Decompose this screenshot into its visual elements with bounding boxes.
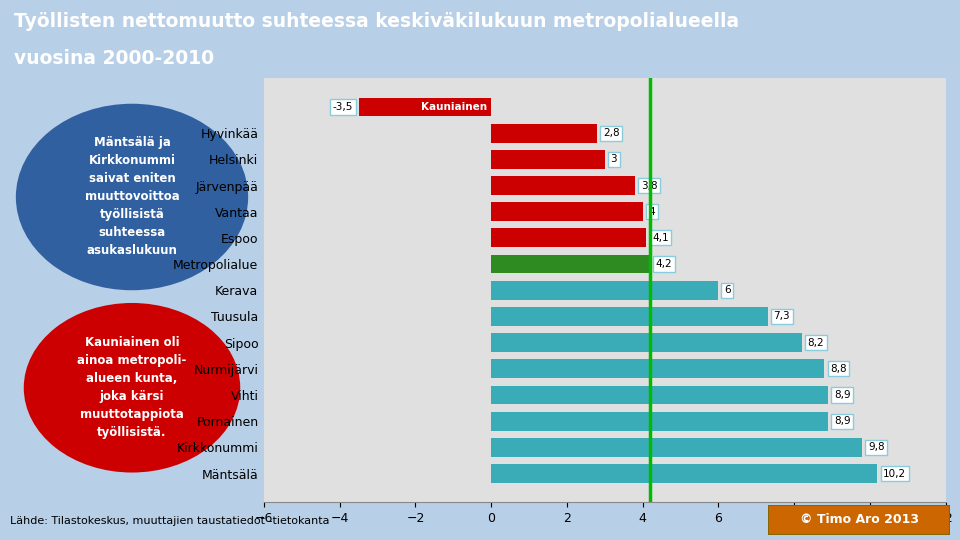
Bar [492, 124, 597, 143]
Bar [359, 98, 492, 117]
Text: 6: 6 [724, 285, 731, 295]
Bar [492, 202, 642, 221]
Bar [492, 255, 650, 273]
Bar [492, 464, 877, 483]
Bar [492, 307, 768, 326]
Text: 2,8: 2,8 [603, 128, 619, 138]
Bar [492, 228, 646, 247]
Text: 7,3: 7,3 [774, 312, 790, 321]
Text: 8,2: 8,2 [807, 338, 824, 348]
Bar [492, 176, 636, 195]
Text: 3: 3 [611, 154, 617, 164]
Text: 8,9: 8,9 [834, 416, 851, 426]
FancyBboxPatch shape [768, 505, 950, 535]
Text: 9,8: 9,8 [868, 442, 884, 453]
Bar [492, 281, 718, 300]
Text: Kauniainen: Kauniainen [421, 102, 488, 112]
Ellipse shape [24, 303, 240, 472]
Bar [492, 333, 802, 352]
Text: 8,9: 8,9 [834, 390, 851, 400]
Bar [492, 359, 825, 378]
Text: Mäntsälä ja
Kirkkonummi
saivat eniten
muuttovoittoa
työllisistä
suhteessa
asukas: Mäntsälä ja Kirkkonummi saivat eniten mu… [84, 137, 180, 258]
Text: Kauniainen oli
ainoa metropoli-
alueen kunta,
joka kärsi
muuttotappiota
työllisi: Kauniainen oli ainoa metropoli- alueen k… [78, 336, 186, 439]
Text: vuosina 2000-2010: vuosina 2000-2010 [14, 49, 214, 68]
Text: 10,2: 10,2 [883, 469, 906, 478]
Text: 4: 4 [648, 207, 655, 217]
Text: Lähde: Tilastokeskus, muuttajien taustatiedot -tietokanta: Lähde: Tilastokeskus, muuttajien taustat… [10, 516, 329, 526]
Text: 4,1: 4,1 [652, 233, 669, 243]
Text: Työllisten nettomuutto suhteessa keskiväkilukuun metropolialueella: Työllisten nettomuutto suhteessa keskivä… [14, 12, 739, 31]
Bar [492, 438, 862, 457]
Bar [492, 411, 828, 430]
Text: 8,8: 8,8 [830, 364, 847, 374]
Text: -3,5: -3,5 [332, 102, 353, 112]
Ellipse shape [16, 104, 248, 291]
Bar [492, 150, 605, 169]
Text: 4,2: 4,2 [656, 259, 673, 269]
Text: © Timo Aro 2013: © Timo Aro 2013 [800, 513, 919, 526]
Bar [492, 386, 828, 404]
Text: 3,8: 3,8 [640, 180, 658, 191]
